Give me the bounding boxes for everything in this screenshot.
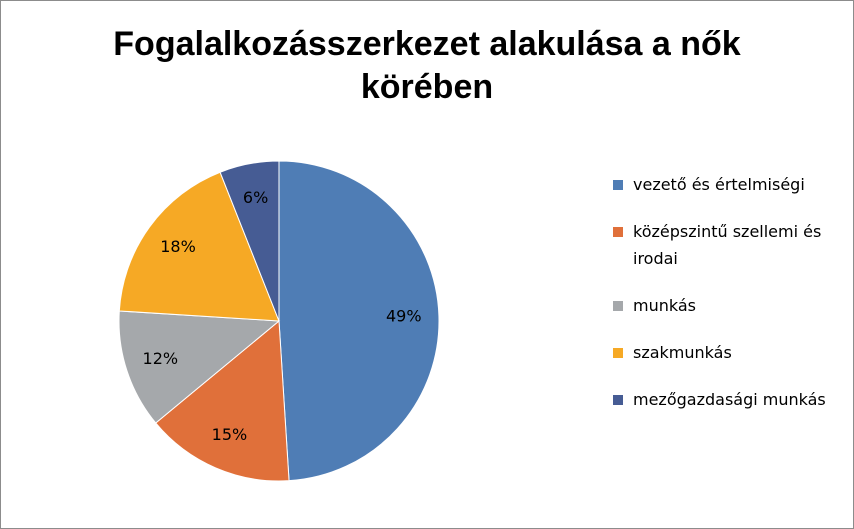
legend-label: mezőgazdasági munkás	[633, 390, 826, 409]
legend-label: középszintű szellemi és irodai	[633, 222, 822, 268]
legend-item: vezető és értelmiségi	[613, 171, 838, 198]
pie-slice	[278, 160, 440, 482]
legend-label: munkás	[633, 296, 696, 315]
legend-swatch	[613, 227, 623, 237]
chart-title: Fogalalkozásszerkezet alakulása a nők kö…	[113, 25, 741, 106]
legend-item: mezőgazdasági munkás	[613, 386, 838, 413]
legend-item: munkás	[613, 292, 838, 319]
pie-slice	[219, 160, 280, 322]
pie-slice	[155, 319, 290, 482]
legend-swatch	[613, 395, 623, 405]
legend-swatch	[613, 180, 623, 190]
pie-slice	[118, 310, 281, 424]
pie-area: 49% 15% 12% 18% 6%	[118, 160, 440, 482]
legend: vezető és értelmiségi középszintű szellem…	[613, 171, 838, 433]
data-label: 18%	[160, 237, 196, 256]
data-label: 6%	[243, 188, 268, 207]
legend-item: középszintű szellemi és irodai	[613, 218, 838, 272]
legend-swatch	[613, 348, 623, 358]
legend-label: szakmunkás	[633, 343, 732, 362]
pie-slice	[118, 171, 280, 322]
legend-item: szakmunkás	[613, 339, 838, 366]
legend-swatch	[613, 301, 623, 311]
data-label: 15%	[212, 425, 248, 444]
data-label: 12%	[143, 349, 179, 368]
data-label: 49%	[386, 307, 422, 326]
legend-label: vezető és értelmiségi	[633, 175, 805, 194]
